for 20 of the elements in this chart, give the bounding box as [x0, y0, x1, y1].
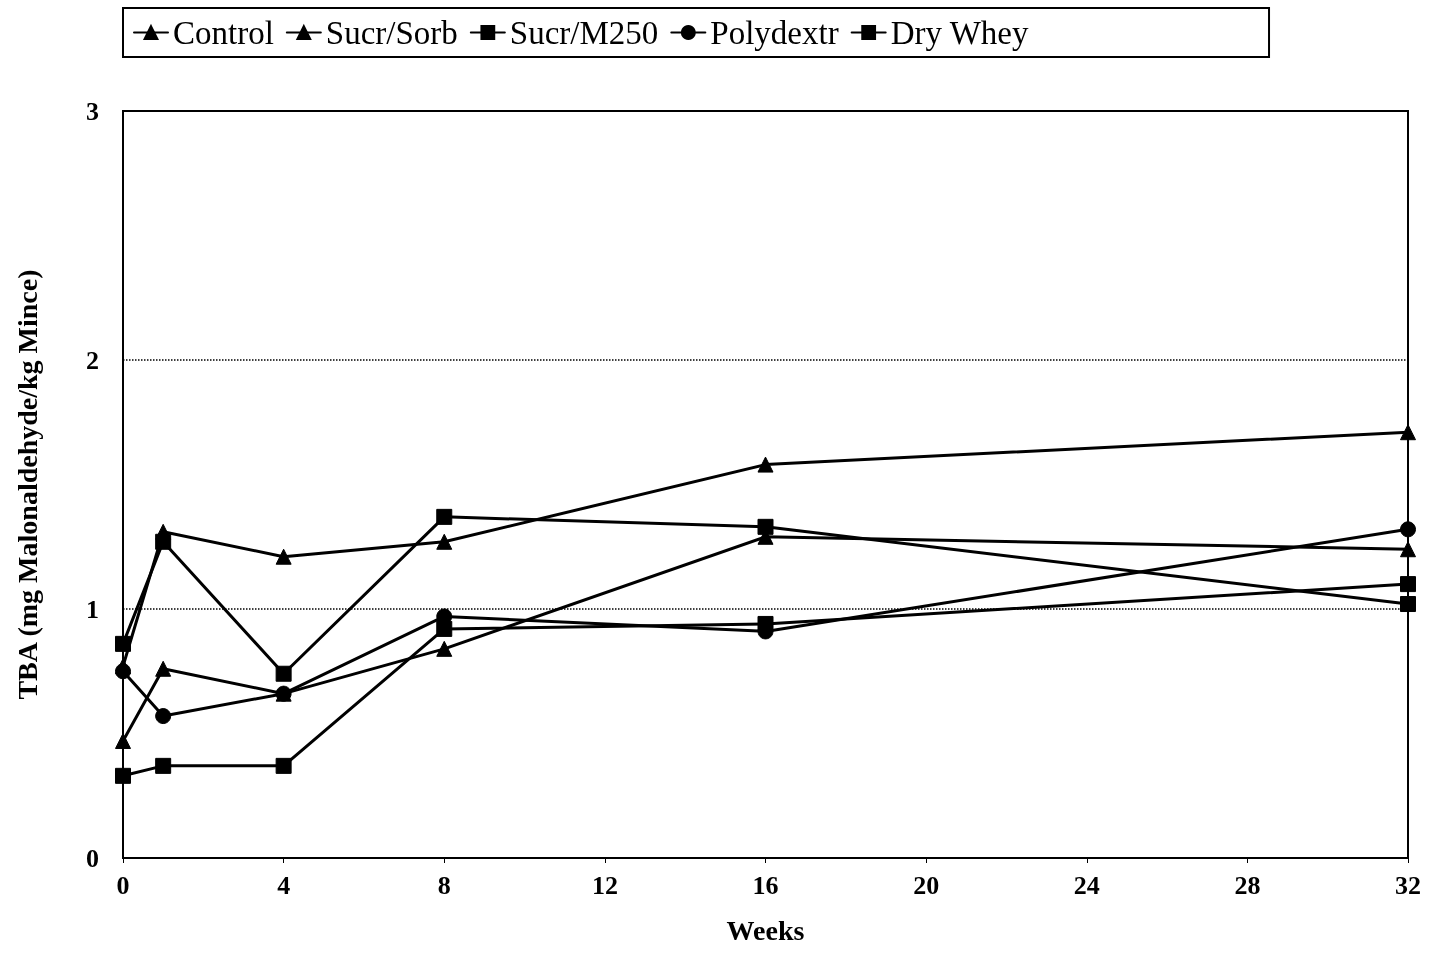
legend-label: Dry Whey: [890, 14, 1029, 51]
x-tick-label: 8: [437, 870, 451, 900]
x-axis-title: Weeks: [726, 914, 805, 946]
y-tick-label: 0: [86, 843, 99, 873]
x-tick-label: 16: [752, 870, 779, 900]
legend-label: Sucr/M250: [509, 14, 659, 51]
x-tick-label: 0: [116, 870, 130, 900]
legend-label: Control: [173, 14, 274, 51]
y-tick-label: 3: [86, 96, 99, 126]
y-tick-label: 1: [86, 594, 99, 624]
x-tick-label: 32: [1395, 870, 1421, 900]
x-tick-label: 24: [1073, 870, 1100, 900]
y-tick-label: 2: [86, 345, 99, 375]
x-tick-label: 12: [591, 870, 618, 900]
legend-label: Sucr/Sorb: [325, 14, 458, 51]
y-axis-title: TBA (mg Malonaldehyde/kg Mince): [11, 269, 43, 700]
x-tick-label: 20: [913, 870, 940, 900]
legend-label: Polydextr: [710, 14, 839, 51]
x-tick-label: 4: [277, 870, 291, 900]
x-tick-label: 28: [1234, 870, 1261, 900]
